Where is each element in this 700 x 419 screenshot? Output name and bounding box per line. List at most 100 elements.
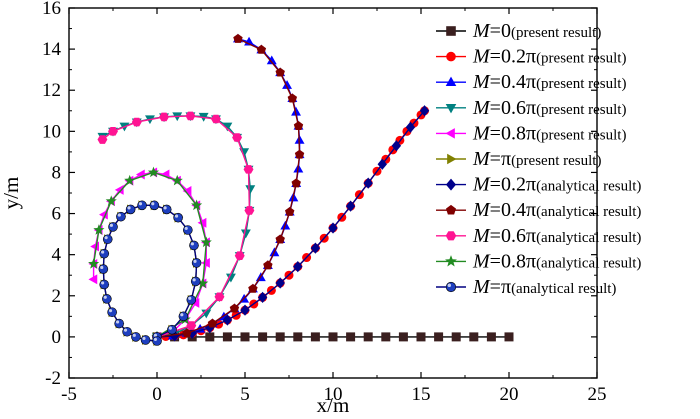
data-point-a02 xyxy=(293,260,303,273)
legend: M=0(present result)M=0.2π(present result… xyxy=(436,20,641,298)
ball-marker-highlight xyxy=(153,337,157,341)
data-point-a06 xyxy=(211,114,221,124)
series-line-p06 xyxy=(102,115,252,338)
ball-marker-highlight xyxy=(184,226,188,230)
data-point-p0 xyxy=(434,332,444,342)
legend-marker xyxy=(445,204,457,215)
legend-value: =0.4π xyxy=(490,71,536,93)
data-point-a02 xyxy=(377,158,388,170)
data-point-p0 xyxy=(240,332,250,342)
legend-symbol: M xyxy=(472,148,491,170)
legend-value: =π xyxy=(490,148,511,170)
data-point-a04 xyxy=(207,318,218,328)
series-a04 xyxy=(152,33,305,341)
data-point-a1 xyxy=(102,234,113,245)
data-point-p08 xyxy=(99,209,108,220)
y-axis-label: y/m xyxy=(0,177,23,210)
ball-marker-highlight xyxy=(142,336,146,340)
x-axis-label: x/m xyxy=(317,393,350,417)
legend-value: =0.6π xyxy=(490,97,536,119)
data-point-a1 xyxy=(99,279,109,290)
legend-symbol: M xyxy=(472,225,491,247)
data-point-a06 xyxy=(97,135,108,144)
data-point-a08 xyxy=(88,258,100,269)
legend-symbol: M xyxy=(472,174,491,196)
legend-label: M=π(analytical result) xyxy=(472,276,616,298)
legend-symbol: M xyxy=(472,46,491,68)
data-point-a1 xyxy=(173,212,183,223)
data-point-a06 xyxy=(214,292,225,302)
x-tick-label: 10 xyxy=(324,384,343,405)
data-point-p0 xyxy=(205,332,215,342)
data-point-a02 xyxy=(391,140,402,152)
y-tick-label: 16 xyxy=(42,0,61,19)
data-point-a06 xyxy=(244,206,255,215)
y-tick-label: 2 xyxy=(52,286,62,307)
series-a1 xyxy=(98,200,202,346)
y-tick-label: 8 xyxy=(52,162,62,183)
ball-marker-highlight xyxy=(190,242,194,246)
legend-item-p08: M=0.8π(present result) xyxy=(436,122,626,144)
ball-marker-highlight xyxy=(123,328,128,332)
data-point-a1 xyxy=(161,204,172,215)
data-point-p0 xyxy=(258,332,268,342)
data-point-a08 xyxy=(147,166,160,178)
legend-marker xyxy=(445,103,457,114)
data-point-a06 xyxy=(159,112,169,122)
data-point-a08 xyxy=(191,199,203,211)
data-point-a06 xyxy=(232,133,243,142)
data-point-a02 xyxy=(222,314,233,326)
plot-series-group xyxy=(88,33,514,346)
data-point-p0 xyxy=(346,332,356,342)
legend-label: M=0.4π(analytical result) xyxy=(472,199,641,221)
x-tick-label: 15 xyxy=(412,384,431,405)
data-point-a02 xyxy=(328,222,338,234)
legend-value: =0.2π xyxy=(490,174,536,196)
legend-item-p04: M=0.4π(present result) xyxy=(436,71,626,93)
data-point-a04 xyxy=(275,67,285,77)
legend-item-p06: M=0.6π(present result) xyxy=(436,97,626,119)
data-point-a1 xyxy=(122,326,132,337)
legend-note: (present result) xyxy=(536,102,626,118)
data-point-p0 xyxy=(381,332,391,342)
ball-marker-highlight xyxy=(153,333,157,337)
legend-label: M=0.2π(analytical result) xyxy=(472,174,641,196)
x-tick-label: 5 xyxy=(240,384,250,405)
y-tick-label: 10 xyxy=(42,121,61,142)
data-point-a02 xyxy=(345,200,356,212)
data-point-p06 xyxy=(222,122,233,132)
data-point-p0 xyxy=(310,332,320,342)
data-point-p04 xyxy=(291,106,301,116)
data-point-p0 xyxy=(222,332,232,342)
legend-symbol: M xyxy=(472,199,491,221)
ball-marker-highlight xyxy=(127,206,131,210)
data-point-a04 xyxy=(229,303,240,313)
ball-marker-highlight xyxy=(163,206,167,210)
legend-marker xyxy=(445,76,457,87)
data-point-p0 xyxy=(486,332,496,342)
legend-value: =0.8π xyxy=(490,250,536,272)
legend-item-a1: M=π(analytical result) xyxy=(436,276,616,298)
ball-marker-highlight xyxy=(192,278,196,282)
data-point-a1 xyxy=(131,332,141,342)
legend-label: M=0.2π(present result) xyxy=(472,46,626,68)
series-line-a06 xyxy=(101,115,251,338)
data-point-a1 xyxy=(116,211,126,222)
legend-marker xyxy=(445,178,457,191)
data-point-p06 xyxy=(245,185,256,195)
data-point-p0 xyxy=(451,332,461,342)
ball-marker-highlight xyxy=(174,214,179,218)
data-point-a04 xyxy=(284,206,295,216)
data-point-p0 xyxy=(504,332,514,342)
data-point-p0 xyxy=(398,332,408,342)
series-p0 xyxy=(152,332,514,342)
legend-marker xyxy=(445,281,457,293)
legend-marker xyxy=(446,26,456,36)
data-point-a04 xyxy=(256,44,267,54)
data-point-a02 xyxy=(405,121,416,133)
data-point-a06 xyxy=(243,165,254,174)
data-point-a02 xyxy=(240,304,250,316)
data-point-a04 xyxy=(293,121,304,130)
data-point-p08 xyxy=(197,217,207,228)
legend-marker xyxy=(447,153,457,165)
